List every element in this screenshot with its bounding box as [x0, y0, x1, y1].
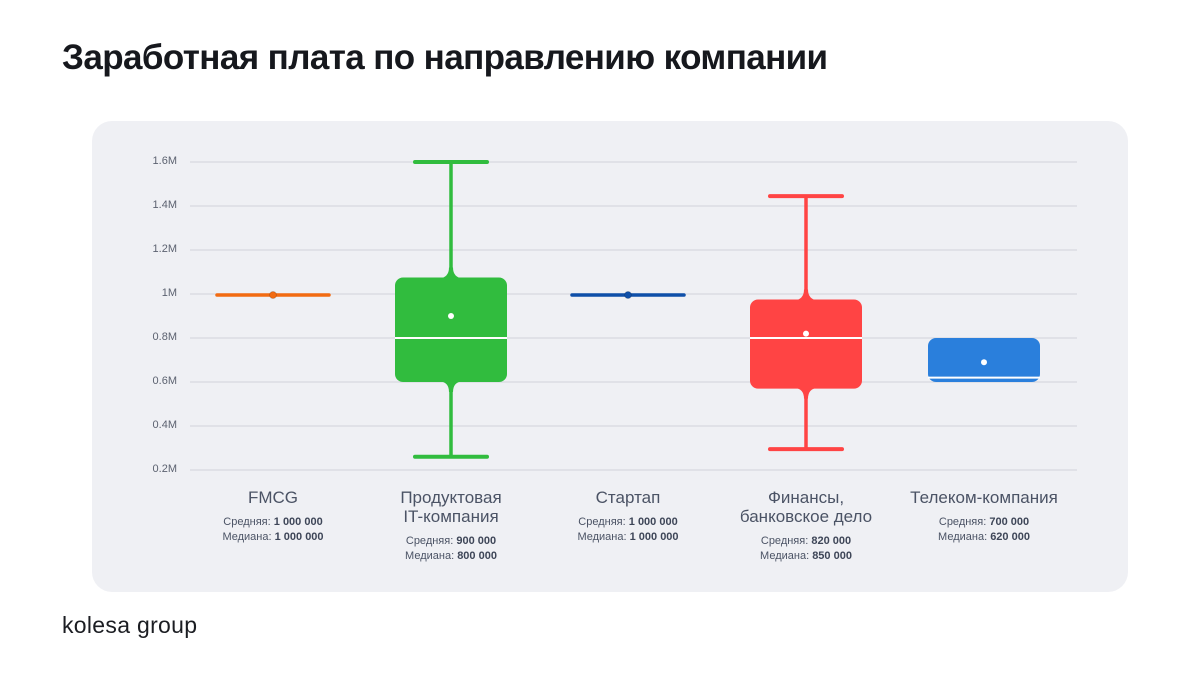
- mean-value: Средняя: 700 000: [938, 516, 1030, 528]
- whisker-fillet: [794, 289, 818, 301]
- iqr-box: [395, 277, 507, 382]
- category-name: Продуктовая IT-компания: [400, 488, 502, 526]
- y-tick-label: 0.8M: [152, 331, 177, 343]
- mean-dot: [448, 313, 454, 319]
- mean-value: Средняя: 1 000 000: [223, 516, 323, 528]
- median-value: Медиана: 1 000 000: [222, 531, 324, 543]
- mean-dot: [803, 330, 809, 337]
- category-stats: Средняя: 1 000 000 Медиана: 1 000 000: [173, 515, 373, 545]
- y-tick-label: 1.4M: [152, 199, 177, 211]
- category-name: Стартап: [595, 488, 661, 507]
- y-tick-label: 1.6M: [152, 155, 177, 167]
- iqr-box: [750, 299, 862, 389]
- y-tick-label: 0.2M: [152, 463, 177, 475]
- mean-dot: [624, 291, 632, 299]
- category-stats: Средняя: 900 000 Медиана: 800 000: [351, 534, 551, 564]
- whisker-fillet: [439, 381, 463, 392]
- y-tick-label: 0.4M: [152, 419, 177, 431]
- whisker-fillet: [794, 387, 818, 399]
- mean-dot: [269, 291, 277, 299]
- category-label: Телеком-компания Средняя: 700 000 Медиана:…: [884, 488, 1084, 545]
- median-value: Медиана: 850 000: [760, 550, 852, 562]
- category-stats: Средняя: 700 000 Медиана: 620 000: [884, 515, 1084, 545]
- category-name: Телеком-компания: [910, 488, 1058, 507]
- category-label: Продуктовая IT-компания Средняя: 900 000 Ме…: [351, 488, 551, 564]
- mean-value: Средняя: 1 000 000: [578, 516, 678, 528]
- mean-value: Средняя: 820 000: [760, 535, 852, 547]
- category-label: FMCG Средняя: 1 000 000 Медиана: 1 000 000: [173, 488, 373, 545]
- category-stats: Средняя: 820 000 Медиана: 850 000: [706, 534, 906, 564]
- whisker-fillet: [439, 267, 463, 279]
- mean-value: Средняя: 900 000: [405, 535, 497, 547]
- category-label: Стартап Средняя: 1 000 000 Медиана: 1 000 …: [528, 488, 728, 545]
- median-value: Медиана: 620 000: [938, 531, 1030, 543]
- category-name: Финансы, банковское дело: [739, 488, 873, 526]
- category-stats: Средняя: 1 000 000 Медиана: 1 000 000: [528, 515, 728, 545]
- median-value: Медиана: 1 000 000: [577, 531, 679, 543]
- page-title: Заработная плата по направлению компании: [62, 38, 828, 77]
- mean-dot: [981, 359, 987, 366]
- y-tick-label: 1.2M: [152, 243, 177, 255]
- kolesa-group-logo: kolesa group: [62, 612, 198, 638]
- y-tick-label: 0.6M: [152, 375, 177, 387]
- category-label: Финансы, банковское дело Средняя: 820 000 М…: [706, 488, 906, 564]
- category-name: FMCG: [247, 488, 299, 507]
- median-value: Медиана: 800 000: [405, 550, 497, 562]
- y-tick-label: 1M: [161, 287, 177, 299]
